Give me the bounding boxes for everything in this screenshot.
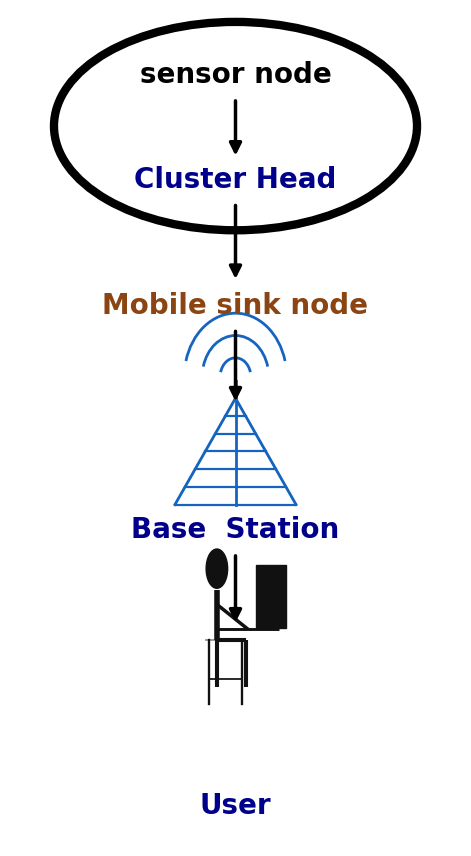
Circle shape <box>206 549 227 588</box>
Text: Mobile sink node: Mobile sink node <box>103 293 368 320</box>
Polygon shape <box>256 565 286 627</box>
Text: Cluster Head: Cluster Head <box>134 166 337 193</box>
Text: User: User <box>200 793 271 820</box>
Text: Base  Station: Base Station <box>131 516 340 544</box>
Text: sensor node: sensor node <box>139 61 332 89</box>
